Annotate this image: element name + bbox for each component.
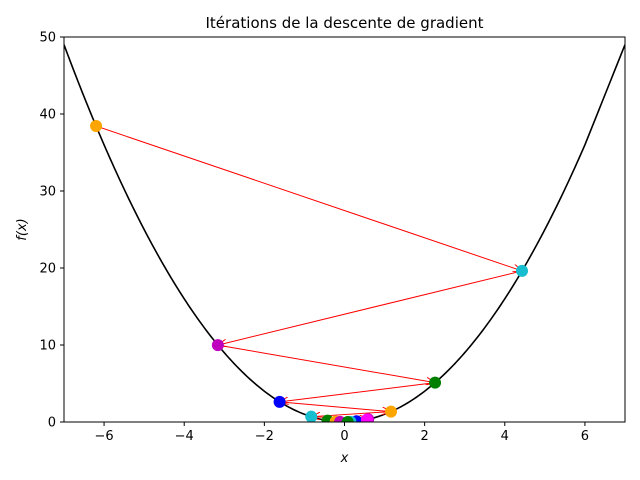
x-tick-label: 6: [581, 429, 589, 444]
y-axis-label: f(x): [15, 218, 30, 240]
y-tick-label: 0: [48, 416, 56, 431]
x-tick-label: −6: [94, 429, 113, 444]
iteration-point: [90, 120, 103, 133]
y-tick-label: 30: [39, 185, 56, 200]
plot-area: [64, 44, 625, 422]
iteration-point: [429, 376, 442, 389]
x-tick-label: −2: [255, 429, 274, 444]
iteration-point: [341, 415, 354, 422]
iteration-point: [516, 264, 529, 277]
function-curve: [64, 44, 625, 422]
iteration-point: [273, 395, 286, 408]
y-axis-ticks: 0 10 20 30 40 50: [39, 31, 64, 431]
iteration-arrow: [217, 344, 435, 383]
iteration-arrow: [218, 270, 523, 345]
iteration-arrow: [280, 382, 436, 402]
x-axis-ticks: −6 −4 −2 0 2 4 6: [94, 422, 589, 444]
x-tick-label: 4: [501, 429, 509, 444]
iteration-point: [360, 413, 373, 422]
iteration-arrow: [279, 401, 391, 412]
x-axis-label: x: [340, 451, 349, 466]
plot-frame: [63, 36, 626, 423]
iteration-points: [90, 120, 529, 422]
chart-title: Itérations de la descente de gradient: [206, 14, 484, 32]
y-tick-label: 20: [39, 262, 56, 277]
y-tick-label: 40: [39, 108, 56, 123]
x-tick-label: 2: [421, 429, 429, 444]
iteration-arrows: [95, 125, 523, 422]
x-tick-label: −4: [175, 429, 194, 444]
iteration-point: [211, 339, 224, 352]
y-tick-label: 50: [39, 31, 56, 46]
iteration-point: [384, 405, 397, 418]
y-tick-label: 10: [39, 339, 56, 354]
iteration-arrow: [95, 125, 522, 271]
iteration-point: [305, 410, 318, 422]
x-tick-label: 0: [340, 429, 348, 444]
